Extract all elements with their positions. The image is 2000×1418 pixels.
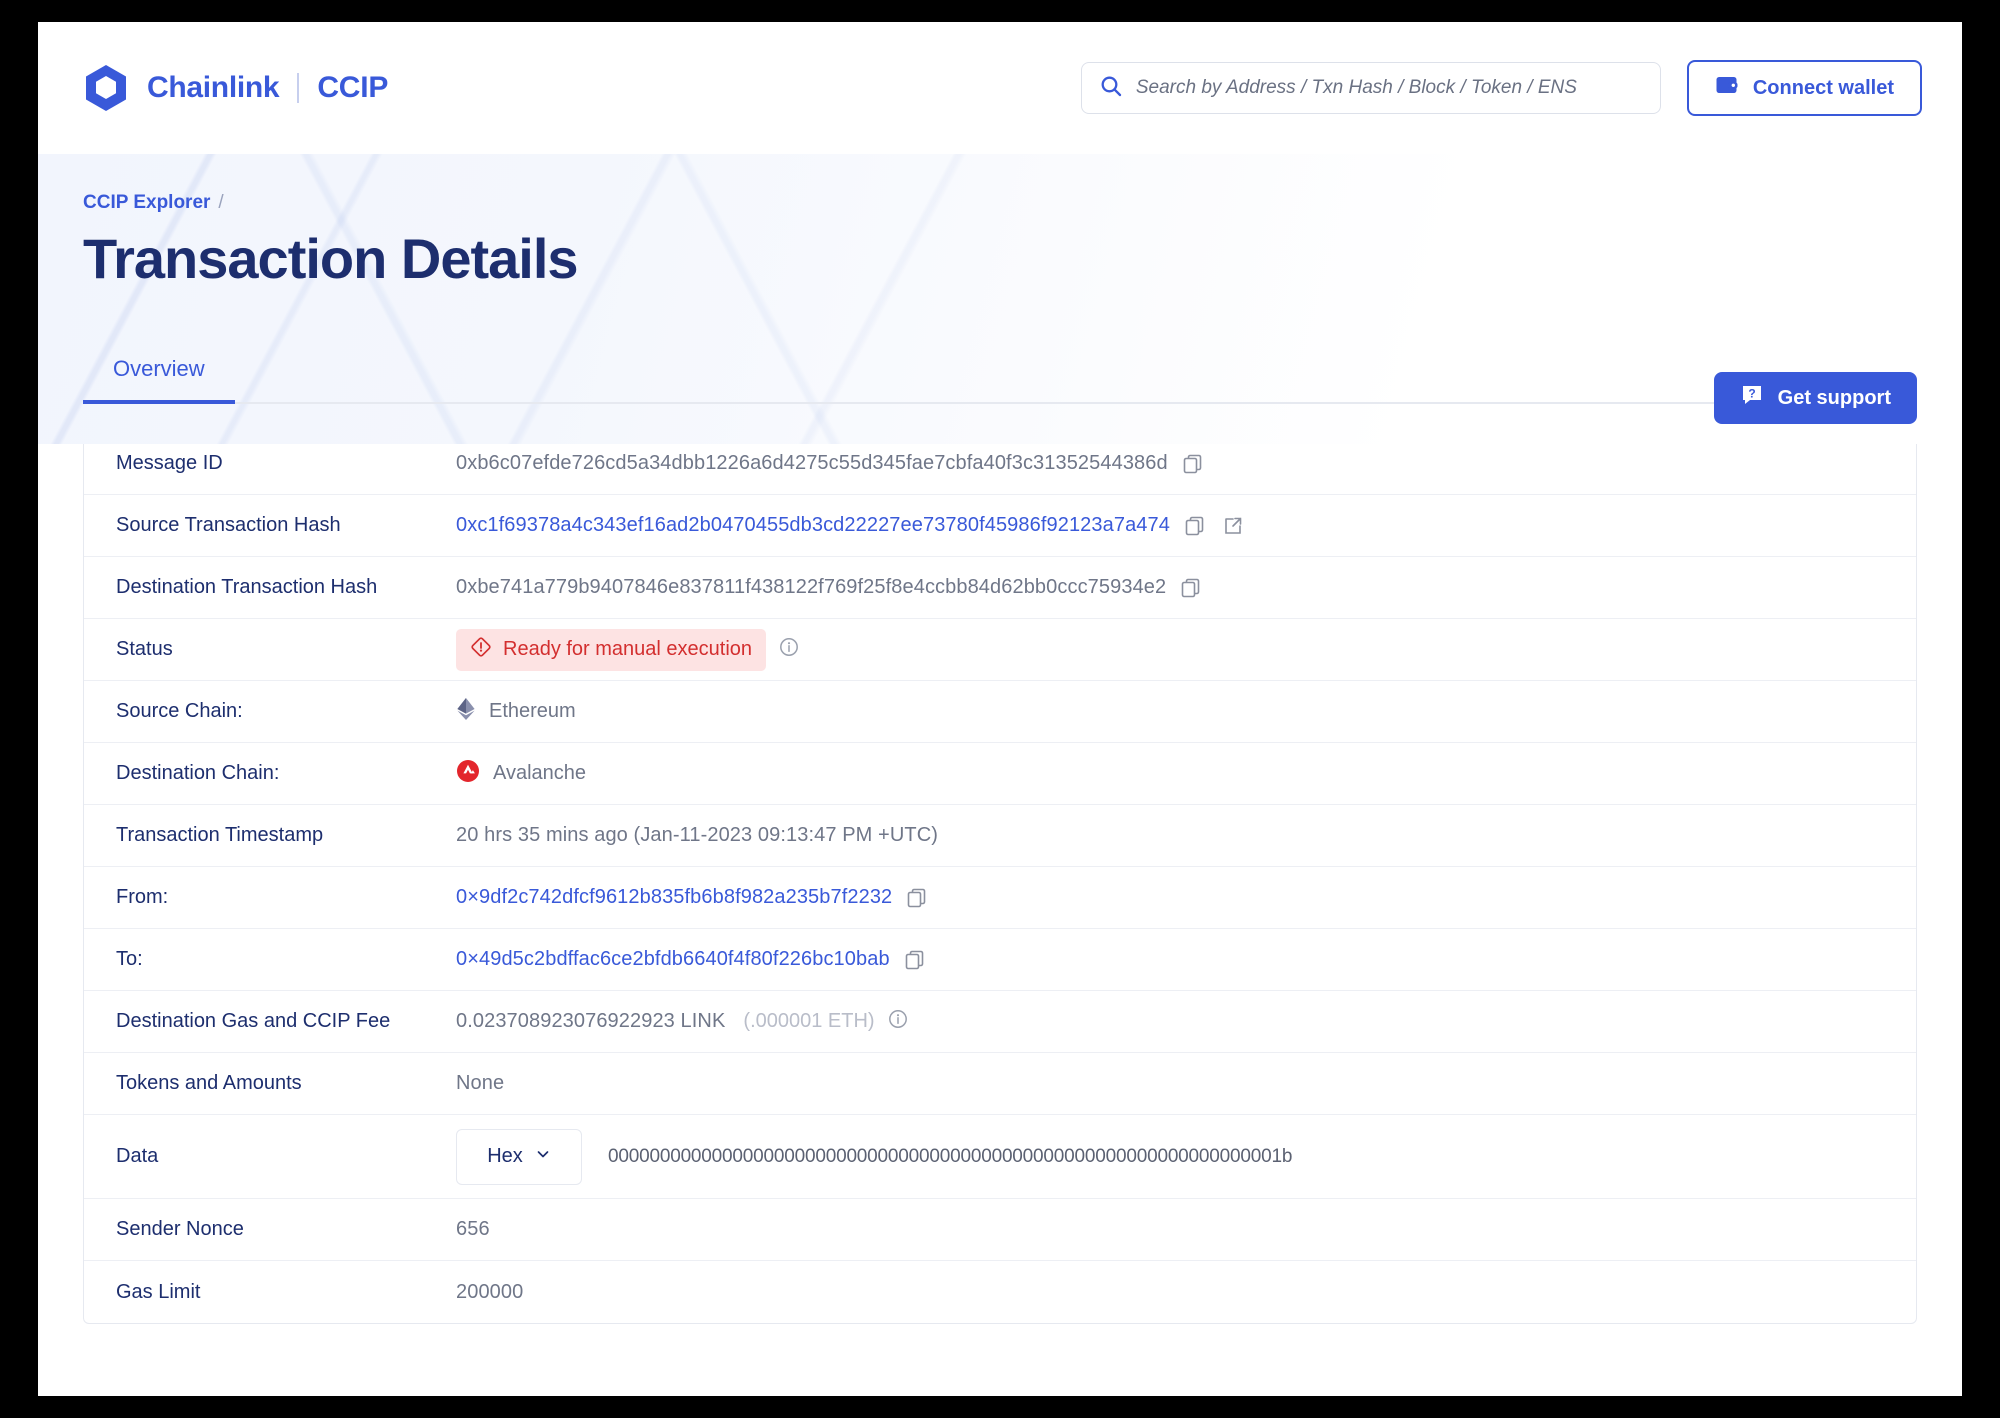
- copy-icon[interactable]: [902, 947, 928, 973]
- tab-overview-label: Overview: [113, 356, 205, 381]
- info-icon[interactable]: [778, 636, 800, 664]
- row-label: Source Transaction Hash: [116, 514, 341, 536]
- info-icon[interactable]: [887, 1008, 909, 1036]
- row-label: Data: [116, 1145, 159, 1167]
- chainlink-hexagon-logo-icon: [83, 63, 129, 113]
- row-destination-transaction-hash: Destination Transaction Hash 0xbe741a779…: [84, 557, 1916, 619]
- row-source-transaction-hash: Source Transaction Hash 0xc1f69378a4c343…: [84, 495, 1916, 557]
- row-label: From:: [116, 886, 169, 908]
- row-label: Destination Gas and CCIP Fee: [116, 1010, 391, 1032]
- row-tokens-and-amounts: Tokens and Amounts None: [84, 1053, 1916, 1115]
- svg-text:?: ?: [1748, 387, 1755, 401]
- tab-overview[interactable]: Overview: [83, 356, 235, 404]
- breadcrumb-link-ccip-explorer[interactable]: CCIP Explorer: [83, 192, 211, 213]
- source-chain-name: Ethereum: [489, 700, 576, 722]
- row-destination-gas-and-ccip-fee: Destination Gas and CCIP Fee 0.023708923…: [84, 991, 1916, 1053]
- top-navigation-bar: Chainlink CCIP: [38, 22, 1962, 154]
- data-format-select[interactable]: Hex: [456, 1128, 582, 1185]
- row-destination-chain: Destination Chain: Avalanche: [84, 743, 1916, 805]
- status-badge: Ready for manual execution: [456, 628, 767, 671]
- row-value: Ready for manual execution: [456, 628, 1884, 671]
- tab-bar: Overview: [38, 356, 1962, 404]
- brand-logo-group[interactable]: Chainlink CCIP: [83, 63, 388, 113]
- copy-icon[interactable]: [904, 885, 930, 911]
- connect-wallet-button[interactable]: Connect wallet: [1686, 60, 1922, 116]
- wallet-icon: [1715, 74, 1739, 102]
- top-bar-actions: Connect wallet: [1080, 60, 1922, 116]
- page-title: Transaction Details: [83, 227, 579, 290]
- row-value: 0xbe741a779b9407846e837811f438122f769f25…: [456, 575, 1884, 601]
- alert-diamond-icon: [470, 636, 492, 664]
- search-input[interactable]: [1135, 63, 1642, 113]
- page-hero: CCIP Explorer / Transaction Details ? Ge…: [38, 154, 1962, 444]
- row-label: To:: [116, 948, 143, 970]
- sender-nonce-value: 656: [456, 1218, 490, 1240]
- row-transaction-timestamp: Transaction Timestamp 20 hrs 35 mins ago…: [84, 805, 1916, 867]
- row-to: To: 0×49d5c2bdffac6ce2bfdb6640f4f80f226b…: [84, 929, 1916, 991]
- row-value: Avalanche: [456, 759, 1884, 789]
- row-from: From: 0×9df2c742dfcf9612b835fb6b8f982a23…: [84, 867, 1916, 929]
- avalanche-icon: [456, 759, 480, 789]
- row-value: 0×49d5c2bdffac6ce2bfdb6640f4f80f226bc10b…: [456, 947, 1884, 973]
- tokens-and-amounts-value: None: [456, 1072, 505, 1094]
- row-value: 0.023708923076922923 LINK (.000001 ETH): [456, 1008, 1884, 1036]
- row-value: Ethereum: [456, 697, 1884, 727]
- copy-icon[interactable]: [1182, 513, 1208, 539]
- breadcrumb-separator: /: [218, 192, 224, 213]
- breadcrumb: CCIP Explorer /: [83, 192, 1917, 214]
- chevron-down-icon: [535, 1145, 551, 1168]
- brand-name-label: Chainlink: [147, 71, 280, 104]
- row-source-chain: Source Chain: Ethereum: [84, 681, 1916, 743]
- row-data: Data Hex 0000000000000000000000000000000…: [84, 1115, 1916, 1199]
- row-status: Status Ready for manual execution: [84, 619, 1916, 681]
- row-value: 0×9df2c742dfcf9612b835fb6b8f982a235b7f22…: [456, 885, 1884, 911]
- question-chat-icon: ?: [1740, 383, 1764, 413]
- row-label: Status: [116, 638, 173, 660]
- row-value: 200000: [456, 1281, 1884, 1304]
- app-window: Chainlink CCIP: [38, 22, 1962, 1396]
- data-format-label: Hex: [487, 1145, 523, 1167]
- row-gas-limit: Gas Limit 200000: [84, 1261, 1916, 1323]
- to-address-link[interactable]: 0×49d5c2bdffac6ce2bfdb6640f4f80f226bc10b…: [456, 948, 890, 970]
- row-label: Destination Transaction Hash: [116, 576, 378, 598]
- copy-icon[interactable]: [1178, 575, 1204, 601]
- gas-limit-value: 200000: [456, 1280, 524, 1303]
- destination-transaction-hash-value: 0xbe741a779b9407846e837811f438122f769f25…: [456, 576, 1167, 598]
- row-label: Sender Nonce: [116, 1218, 244, 1240]
- row-value: 20 hrs 35 mins ago (Jan-11-2023 09:13:47…: [456, 824, 1884, 847]
- transaction-details-panel: Message ID 0xb6c07efde726cd5a34dbb1226a6…: [83, 432, 1917, 1324]
- row-value: 0xb6c07efde726cd5a34dbb1226a6d4275c55d34…: [456, 451, 1884, 477]
- external-link-icon[interactable]: [1220, 513, 1246, 539]
- row-sender-nonce: Sender Nonce 656: [84, 1199, 1916, 1261]
- get-support-label: Get support: [1777, 386, 1891, 409]
- row-value: 0xc1f69378a4c343ef16ad2b0470455db3cd2222…: [456, 513, 1884, 539]
- search-box[interactable]: [1080, 62, 1661, 114]
- status-label: Ready for manual execution: [503, 638, 753, 660]
- brand-product-label: CCIP: [317, 71, 389, 104]
- source-transaction-hash-link[interactable]: 0xc1f69378a4c343ef16ad2b0470455db3cd2222…: [456, 514, 1170, 536]
- row-label: Gas Limit: [116, 1280, 201, 1303]
- destination-chain-name: Avalanche: [493, 762, 587, 784]
- row-label: Destination Chain:: [116, 762, 280, 784]
- ethereum-icon: [456, 697, 476, 727]
- brand-divider: [297, 73, 300, 103]
- search-icon: [1100, 75, 1122, 102]
- data-hex-value: 0000000000000000000000000000000000000000…: [608, 1145, 1293, 1167]
- copy-icon[interactable]: [1180, 451, 1206, 477]
- row-value: Hex 000000000000000000000000000000000000…: [456, 1128, 1884, 1185]
- row-label: Tokens and Amounts: [116, 1072, 302, 1094]
- row-label: Source Chain:: [116, 700, 243, 722]
- transaction-timestamp-value: 20 hrs 35 mins ago (Jan-11-2023 09:13:47…: [456, 824, 938, 846]
- fee-eth-equivalent: (.000001 ETH): [743, 1010, 875, 1032]
- message-id-value: 0xb6c07efde726cd5a34dbb1226a6d4275c55d34…: [456, 452, 1168, 474]
- row-label: Message ID: [116, 452, 223, 474]
- get-support-button[interactable]: ? Get support: [1713, 372, 1917, 424]
- row-message-id: Message ID 0xb6c07efde726cd5a34dbb1226a6…: [84, 433, 1916, 495]
- row-label: Transaction Timestamp: [116, 824, 324, 846]
- row-value: 656: [456, 1218, 1884, 1241]
- row-value: None: [456, 1072, 1884, 1095]
- fee-value: 0.023708923076922923 LINK: [456, 1010, 726, 1032]
- connect-wallet-label: Connect wallet: [1752, 76, 1894, 99]
- from-address-link[interactable]: 0×9df2c742dfcf9612b835fb6b8f982a235b7f22…: [456, 886, 893, 908]
